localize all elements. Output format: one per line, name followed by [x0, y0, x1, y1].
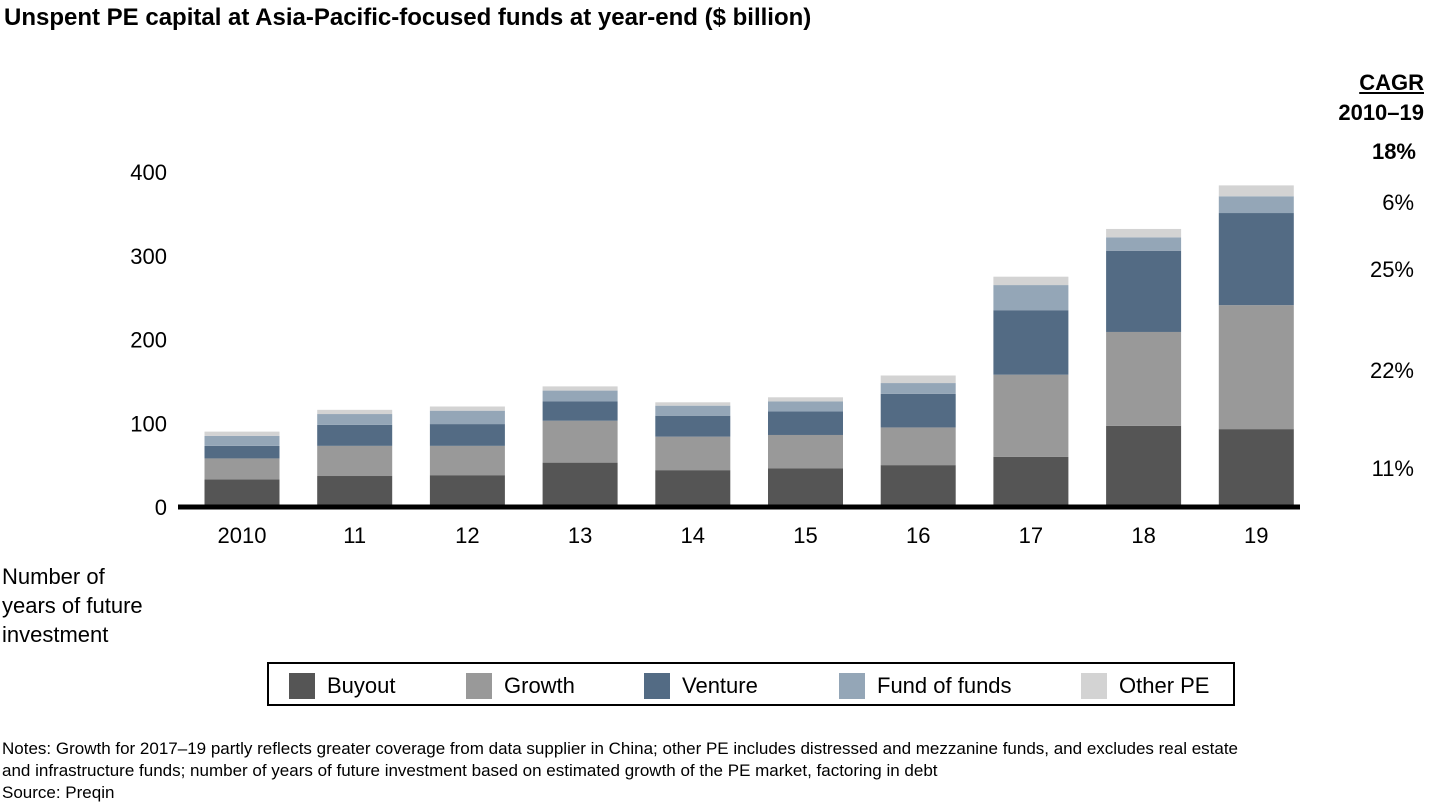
- y-tick-label: 300: [130, 244, 167, 269]
- bar-segment-growth: [317, 445, 393, 477]
- bar-segment-other-pe: [655, 402, 731, 406]
- legend-label: Other PE: [1119, 673, 1210, 698]
- bar-segment-growth: [1106, 331, 1182, 426]
- y-tick-label: 100: [130, 411, 167, 436]
- cagr-venture: 25%: [1369, 257, 1414, 282]
- bar-segment-other-pe: [880, 375, 956, 384]
- legend-swatch: [839, 673, 865, 699]
- cagr-growth: 22%: [1369, 358, 1414, 383]
- cagr-title: CAGR: [1359, 70, 1424, 95]
- x-tick-label: 14: [681, 523, 705, 548]
- x-tick-label: 11: [343, 523, 366, 548]
- bar-segment-other-pe: [993, 276, 1069, 286]
- bar-segment-fund-of-funds: [993, 285, 1069, 311]
- cagr-header: CAGR 2010–19: [1338, 68, 1424, 128]
- bar-segment-fund-of-funds: [880, 383, 956, 394]
- legend-swatch: [466, 673, 492, 699]
- y-tick-label: 200: [130, 328, 167, 353]
- bar-segment-buyout: [317, 476, 393, 507]
- bar-segment-other-pe: [429, 406, 505, 411]
- years-of-investment-label: Number of years of future investment: [2, 562, 143, 649]
- bar-segment-growth: [542, 420, 618, 463]
- bar-segment-buyout: [204, 479, 280, 507]
- legend-item-other-pe: Other PE: [1081, 673, 1209, 699]
- bar-segment-venture: [1218, 213, 1294, 306]
- x-tick-label: 18: [1131, 523, 1155, 548]
- legend-label: Venture: [682, 673, 758, 698]
- legend-item-growth: Growth: [466, 673, 575, 699]
- x-tick-label: 2010: [218, 523, 267, 548]
- bar-segment-growth: [429, 445, 505, 476]
- bar-segment-fund-of-funds: [542, 390, 618, 402]
- bar-segment-buyout: [429, 475, 505, 507]
- bar-segment-buyout: [1218, 429, 1294, 507]
- bar-segment-venture: [317, 424, 393, 446]
- legend-item-buyout: Buyout: [289, 673, 396, 699]
- bar-segment-buyout: [993, 456, 1069, 507]
- x-tick-label: 15: [793, 523, 817, 548]
- bar-segment-fund-of-funds: [655, 405, 731, 416]
- footnotes: Notes: Growth for 2017–19 partly reflect…: [2, 738, 1438, 804]
- bar-segment-growth: [993, 374, 1069, 457]
- bar-segment-fund-of-funds: [1218, 196, 1294, 214]
- bar-segment-other-pe: [542, 386, 618, 391]
- legend-swatch: [1081, 673, 1107, 699]
- chart-title: Unspent PE capital at Asia-Pacific-focus…: [4, 4, 812, 31]
- bar-segment-fund-of-funds: [768, 401, 843, 412]
- bar-segment-growth: [880, 427, 956, 466]
- years-label-line: investment: [2, 622, 109, 647]
- legend: Buyout Growth Venture Fund of funds Othe…: [267, 662, 1235, 706]
- bar-segment-venture: [768, 411, 843, 435]
- bar-segment-buyout: [768, 468, 843, 507]
- bar-segment-other-pe: [1218, 185, 1294, 197]
- cagr-buyout: 11%: [1371, 456, 1414, 481]
- legend-label: Growth: [504, 673, 575, 698]
- note-line: and infrastructure funds; number of year…: [2, 761, 938, 780]
- bar-segment-buyout: [880, 465, 956, 507]
- bar-segment-venture: [1106, 250, 1182, 332]
- source-line: Source: Preqin: [2, 783, 115, 802]
- legend-swatch: [644, 673, 670, 699]
- bar-segment-other-pe: [768, 397, 843, 402]
- bar-segment-buyout: [655, 470, 731, 507]
- x-tick-label: 17: [1019, 523, 1043, 548]
- bar-segment-fund-of-funds: [1106, 237, 1182, 251]
- legend-label: Fund of funds: [877, 673, 1012, 698]
- legend-swatch: [289, 673, 315, 699]
- legend-label: Buyout: [327, 673, 396, 698]
- bar-segment-fund-of-funds: [317, 414, 393, 425]
- bar-segment-growth: [768, 434, 843, 469]
- cagr-fund-of-funds: 6%: [1382, 190, 1414, 215]
- y-tick-label: 0: [155, 495, 167, 520]
- x-tick-label: 12: [455, 523, 479, 548]
- bar-segment-fund-of-funds: [429, 410, 505, 425]
- bar-segment-growth: [204, 458, 280, 480]
- bar-segment-other-pe: [1106, 228, 1182, 238]
- x-tick-label: 19: [1244, 523, 1268, 548]
- legend-item-venture: Venture: [644, 673, 758, 699]
- bar-segment-fund-of-funds: [204, 435, 280, 446]
- legend-item-fund-of-funds: Fund of funds: [839, 673, 1012, 699]
- bar-segment-growth: [1218, 305, 1294, 430]
- bar-segment-growth: [655, 436, 731, 471]
- bar-segment-venture: [542, 401, 618, 421]
- x-tick-label: 13: [568, 523, 592, 548]
- bar-segment-venture: [993, 310, 1069, 375]
- bar-segment-buyout: [1106, 425, 1182, 507]
- bar-segment-other-pe: [317, 409, 393, 415]
- bar-segment-venture: [204, 445, 280, 459]
- cagr-total: 18%: [1371, 139, 1416, 164]
- bar-segment-venture: [880, 393, 956, 428]
- bar-segment-other-pe: [204, 431, 280, 436]
- cagr-period: 2010–19: [1338, 100, 1424, 125]
- years-label-line: Number of: [2, 564, 105, 589]
- note-line: Notes: Growth for 2017–19 partly reflect…: [2, 739, 1239, 758]
- years-label-line: years of future: [2, 593, 143, 618]
- bar-segment-venture: [429, 424, 505, 446]
- x-tick-label: 16: [906, 523, 930, 548]
- stacked-bar-chart: 010020030040020101.4111.6121.4131.4141.1…: [130, 160, 1300, 548]
- bar-segment-buyout: [542, 462, 618, 507]
- y-tick-label: 400: [130, 160, 167, 185]
- bar-segment-venture: [655, 415, 731, 437]
